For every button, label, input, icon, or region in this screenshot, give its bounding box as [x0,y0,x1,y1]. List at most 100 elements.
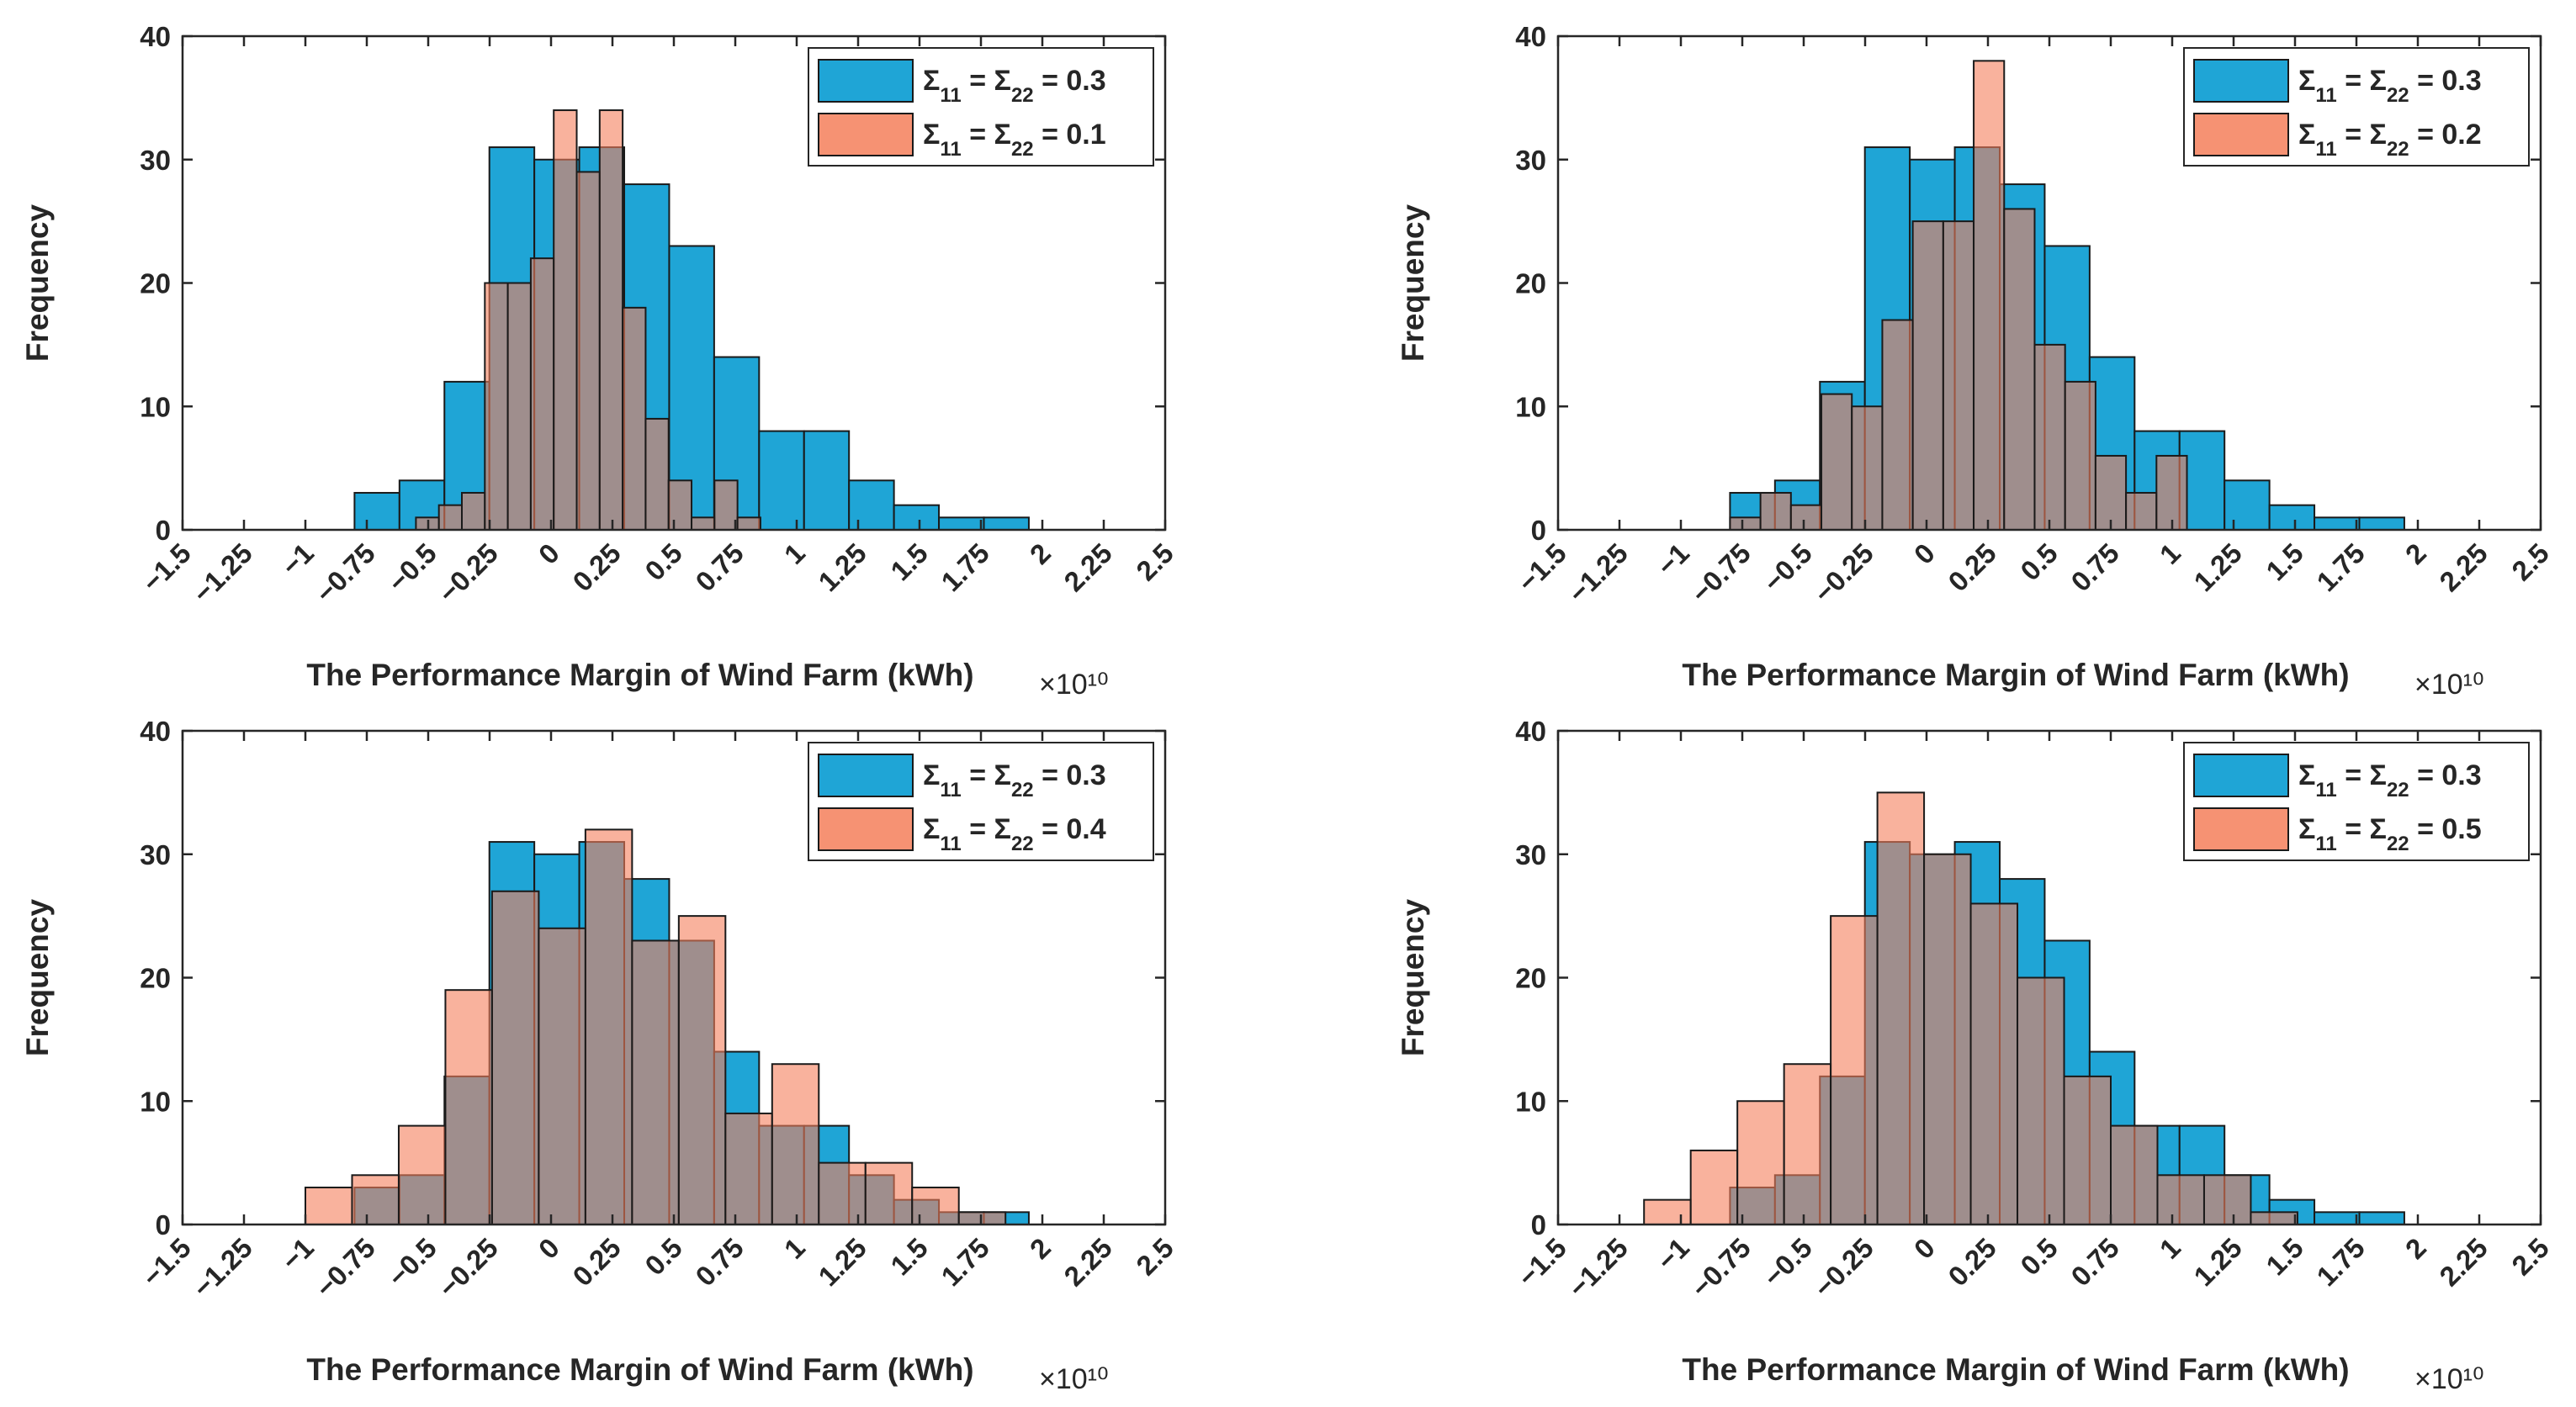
x-axis-exponent: ×10¹⁰ [1039,1363,1109,1395]
x-tick-label: 1.5 [884,537,934,587]
histogram-bar [2003,208,2036,531]
histogram-bar [2250,1211,2298,1225]
x-tick-label: 1.25 [812,1232,872,1293]
histogram-bar [305,1186,353,1225]
x-tick-label: 1.25 [812,537,872,598]
y-tick-label: 40 [1515,716,1546,747]
histogram-bar [644,417,670,531]
x-tick-label: 1.5 [884,1232,934,1282]
histogram-bar [1736,1100,1785,1225]
histogram-bar [893,504,941,532]
x-tick-label: 0.25 [1942,537,2002,598]
y-tick-label: 0 [156,515,171,546]
histogram-bar [538,927,586,1226]
histogram-bar [553,109,578,532]
histogram-bar [983,516,1030,532]
histogram-bar [1643,1198,1692,1226]
series-2-bars [1729,60,2188,532]
y-tick-label: 40 [1515,21,1546,52]
histogram-bar [1689,1149,1739,1225]
series-2-bars [415,109,761,532]
x-tick-label: 2 [2399,537,2432,570]
histogram-bar [461,491,486,531]
x-tick-label: 1.75 [2310,537,2371,598]
y-tick-label: 20 [1515,963,1546,994]
histogram-bar [1783,1063,1832,1225]
y-tick-label: 20 [1515,268,1546,299]
histogram-bar [437,504,464,532]
y-axis-label: Frequency [20,204,55,362]
x-tick-label: −1 [275,1232,320,1277]
x-tick-label: −0.25 [432,1232,504,1304]
legend-swatch [2193,754,2289,797]
y-tick-label: 20 [140,963,171,994]
histogram-bar [2202,1174,2252,1226]
y-tick-label: 30 [1515,839,1546,870]
x-tick-label: 1 [2154,537,2186,570]
histogram-bar [484,282,509,531]
x-tick-label: 2.5 [2505,1232,2555,1282]
x-tick-label: 0.25 [566,537,627,598]
histogram-bar [1973,60,2006,532]
legend: Σ11 = Σ22 = 0.3 Σ11 = Σ22 = 0.2 [2183,47,2530,167]
y-tick-label: 30 [140,839,171,870]
x-tick-label: −1.25 [187,537,258,609]
x-tick-label: 0 [1908,537,1941,570]
histogram-bar [2064,380,2096,531]
histogram-bar [1851,405,1884,531]
y-tick-label: 0 [156,1209,171,1240]
histogram-bar [1942,220,1975,531]
legend-swatch [2193,807,2289,851]
histogram-bar [2268,504,2316,532]
y-tick-label: 20 [140,268,171,299]
x-tick-label: 1.25 [2187,537,2248,598]
histogram-bar [575,171,601,532]
histogram-bar [631,939,680,1225]
histogram-bar [2224,479,2271,531]
histogram-bar [1911,220,1944,531]
x-tick-label: 1 [2154,1232,2186,1265]
y-axis-label: Frequency [1396,899,1430,1057]
x-tick-label: 1.75 [935,537,995,598]
x-tick-label: 1 [778,537,811,570]
y-tick-label: 10 [140,391,171,422]
legend-entry-label: Σ11 = Σ22 = 0.3 [2298,65,2482,107]
x-tick-label: 0.75 [689,1232,750,1293]
x-axis-label: The Performance Margin of Wind Farm (kWh… [306,1352,973,1387]
histogram-bar [1789,504,1823,532]
x-tick-label: 0.75 [2065,1232,2125,1293]
x-tick-label: −0.75 [1685,537,1757,609]
histogram-bar [506,282,532,531]
y-axis-label: Frequency [20,899,55,1057]
x-tick-label: 0.5 [2014,1232,2064,1282]
y-tick-label: 40 [140,21,171,52]
y-tick-label: 40 [140,716,171,747]
x-tick-label: 2 [2399,1232,2432,1265]
x-tick-label: −0.75 [1685,1232,1757,1304]
x-tick-label: 2.25 [2433,537,2494,598]
x-tick-label: 1.25 [2187,1232,2248,1293]
x-tick-label: 0.5 [639,1232,688,1282]
legend-swatch [2193,59,2289,103]
y-tick-label: 0 [1531,1209,1546,1240]
histogram-bar [2063,1075,2112,1226]
x-tick-label: 2.25 [2433,1232,2494,1293]
histogram-bar [622,306,647,531]
x-tick-label: −1 [1651,537,1695,582]
histogram-bar [938,516,985,532]
x-tick-label: −0.25 [1808,1232,1879,1304]
x-tick-label: −1.25 [1562,1232,1634,1304]
legend-entry-label: Σ11 = Σ22 = 0.3 [2298,759,2482,801]
x-tick-label: 1.75 [2310,1232,2371,1293]
legend-swatch [2193,113,2289,156]
histogram-bar [1821,393,1853,532]
x-tick-label: 0 [533,537,565,570]
legend-swatch [818,59,914,103]
x-tick-label: 0 [533,1232,565,1265]
histogram-bar [2358,1211,2405,1225]
legend-entry-label: Σ11 = Σ22 = 0.1 [923,119,1106,161]
x-tick-label: 2 [1024,537,1057,570]
x-tick-label: 1.5 [2260,537,2309,587]
